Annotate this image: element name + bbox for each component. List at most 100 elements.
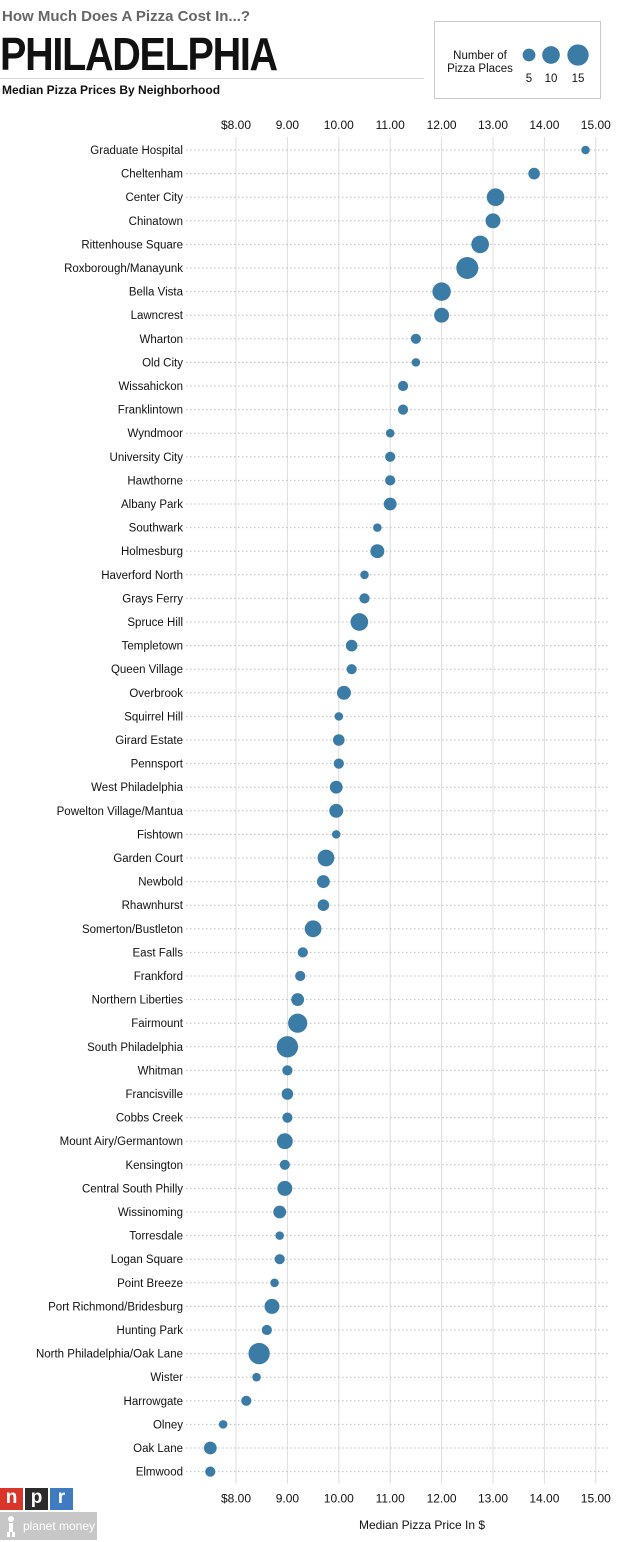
price-point	[329, 803, 344, 818]
price-point	[288, 1013, 308, 1033]
bottom-tick-label-2: 10.00	[324, 1492, 354, 1506]
neighborhood-label: Central South Philly	[82, 1183, 183, 1195]
neighborhood-label: Mount Airy/Germantown	[60, 1136, 183, 1148]
bottom-tick-label-3: 11.00	[376, 1492, 405, 1506]
planet-money-logo: planet money	[0, 1512, 97, 1540]
price-point	[274, 1254, 285, 1265]
neighborhood-label: Francisville	[125, 1089, 183, 1101]
chart-kicker: How Much Does A Pizza Cost In...?	[2, 8, 251, 25]
price-point	[264, 1298, 280, 1314]
neighborhood-label: Frankford	[134, 971, 183, 983]
neighborhood-label: Fairmount	[131, 1018, 184, 1030]
neighborhood-label: Graduate Hospital	[90, 145, 183, 157]
price-points	[203, 145, 590, 1477]
neighborhood-label: Roxborough/Manayunk	[64, 263, 183, 275]
npr-logo-p: p	[25, 1487, 48, 1510]
neighborhood-label: North Philadelphia/Oak Lane	[36, 1349, 183, 1361]
neighborhood-label: Elmwood	[136, 1467, 183, 1479]
legend-circle-15	[567, 44, 589, 66]
neighborhood-label: Squirrel Hill	[124, 711, 183, 723]
top-tick-label-0: $8.00	[221, 118, 251, 132]
neighborhood-label: Whitman	[138, 1065, 183, 1077]
chart-subtitle: Median Pizza Prices By Neighborhood	[2, 83, 221, 97]
price-point	[471, 235, 489, 254]
neighborhood-label: Chinatown	[129, 216, 183, 228]
price-point	[456, 257, 479, 279]
price-point	[345, 639, 358, 652]
price-point	[528, 167, 540, 180]
price-point	[360, 570, 369, 580]
neighborhood-label: West Philadelphia	[91, 782, 183, 794]
neighborhood-label: Oak Lane	[133, 1443, 183, 1455]
neighborhood-label: Torresdale	[129, 1231, 183, 1243]
neighborhood-label: Wharton	[140, 334, 183, 346]
price-point	[432, 282, 451, 301]
price-point	[410, 333, 422, 344]
neighborhood-label: Rittenhouse Square	[81, 239, 183, 251]
price-point	[333, 734, 345, 746]
neighborhood-label: East Falls	[133, 947, 184, 959]
planet-money-person-icon	[7, 1516, 15, 1537]
price-point	[276, 1036, 299, 1058]
neighborhood-label: Powelton Village/Mantua	[57, 806, 184, 818]
neighborhood-label: Harrowgate	[124, 1396, 183, 1408]
neighborhood-label: Fishtown	[137, 829, 183, 841]
price-point	[218, 1420, 228, 1429]
price-point	[270, 1278, 279, 1288]
price-point	[252, 1372, 261, 1382]
chart-title: PHILADELPHIA	[0, 28, 278, 80]
size-legend	[434, 21, 601, 99]
legend-title-line2: Pizza Places	[447, 63, 513, 75]
neighborhood-label: Logan Square	[111, 1254, 183, 1266]
top-tick-label-5: 13.00	[478, 118, 508, 132]
neighborhood-label: Haverford North	[101, 570, 183, 582]
price-point	[334, 712, 344, 721]
top-tick-label-4: 12.00	[427, 118, 457, 132]
top-tick-label-3: 11.00	[376, 118, 405, 132]
neighborhood-label: University City	[110, 452, 184, 464]
price-point	[275, 1231, 284, 1240]
price-point	[411, 358, 421, 367]
price-point	[279, 1159, 290, 1170]
neighborhood-label: Rhawnhurst	[122, 900, 184, 912]
neighborhood-label: Wissinoming	[118, 1207, 183, 1219]
price-point	[329, 780, 343, 794]
price-point	[581, 145, 590, 155]
price-point	[304, 920, 322, 938]
neighborhood-label: Somerton/Bustleton	[82, 924, 183, 936]
neighborhood-label: Old City	[142, 357, 183, 369]
neighborhood-label: Cobbs Creek	[116, 1113, 183, 1125]
neighborhood-label: Hawthorne	[127, 475, 183, 487]
price-point	[276, 1133, 293, 1150]
price-point	[397, 404, 409, 415]
top-tick-label-1: 9.00	[276, 118, 300, 132]
price-point	[485, 213, 501, 229]
neighborhood-labels: Graduate Hospital Cheltenham Center City Ch…	[36, 145, 184, 1479]
price-point	[434, 307, 450, 323]
top-tick-label-6: 14.00	[529, 118, 559, 132]
bottom-tick-label-1: 9.00	[276, 1492, 300, 1506]
neighborhood-label: Cheltenham	[121, 169, 183, 181]
price-point	[282, 1065, 293, 1076]
neighborhood-label: Wissahickon	[118, 381, 183, 393]
npr-logo-r: r	[50, 1487, 73, 1510]
neighborhood-label: Franklintown	[118, 405, 183, 417]
price-point	[291, 993, 305, 1007]
neighborhood-label: Newbold	[138, 877, 183, 889]
neighborhood-label: Overbrook	[129, 688, 183, 700]
neighborhood-label: South Philadelphia	[87, 1042, 184, 1054]
neighborhood-label: Northern Liberties	[92, 995, 184, 1007]
neighborhood-label: Albany Park	[121, 499, 183, 511]
neighborhood-label: Point Breeze	[117, 1278, 183, 1290]
neighborhood-label: Center City	[125, 192, 183, 204]
price-point	[370, 544, 385, 559]
neighborhood-label: Southwark	[129, 523, 184, 535]
price-point	[350, 613, 369, 631]
price-point	[205, 1466, 216, 1477]
price-point	[385, 428, 395, 438]
price-point	[241, 1395, 252, 1406]
neighborhood-label: Wyndmoor	[128, 428, 184, 440]
price-point	[359, 593, 370, 604]
price-point	[282, 1112, 293, 1123]
